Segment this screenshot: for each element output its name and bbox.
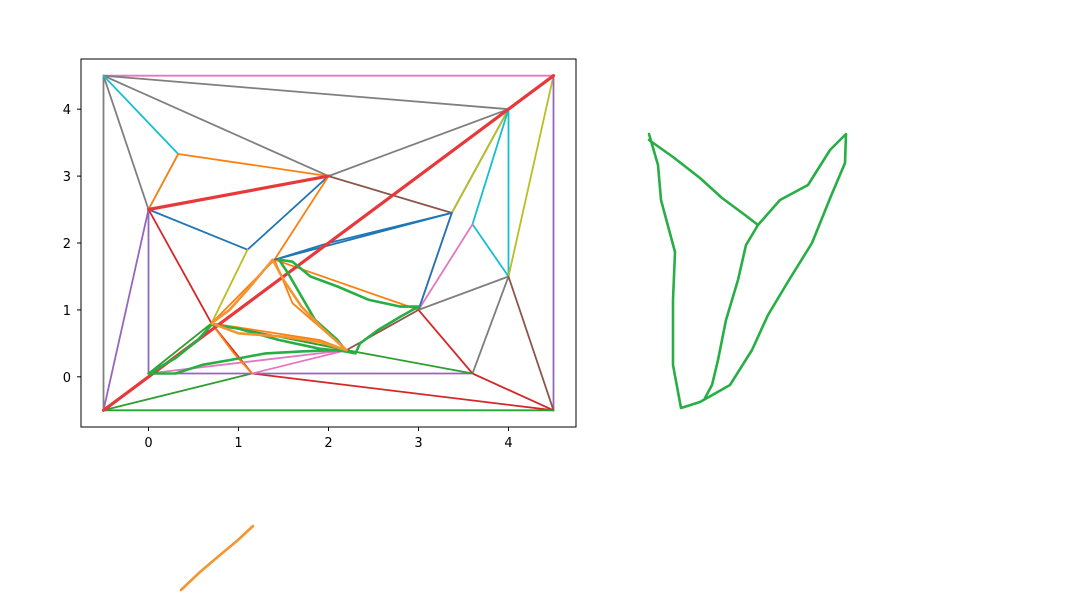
triangulation-edge xyxy=(210,322,253,375)
x-tick-label: 0 xyxy=(144,436,152,451)
x-tick-label: 1 xyxy=(234,436,242,451)
x-tick-label: 2 xyxy=(324,436,332,451)
triangulation-edge xyxy=(210,248,249,325)
y-tick-label: 4 xyxy=(63,103,71,118)
y-tick-label: 1 xyxy=(63,304,71,319)
y-axis: 0 1 2 3 4 xyxy=(63,103,81,386)
highlight-path xyxy=(210,258,348,352)
x-tick-label: 3 xyxy=(414,436,422,451)
triangulation-edge xyxy=(177,153,330,178)
triangulation-edge xyxy=(102,372,253,412)
triangulation-edge xyxy=(251,372,555,412)
y-tick-label: 2 xyxy=(63,237,71,252)
triangulation-edge xyxy=(327,175,453,214)
detached-stroke xyxy=(647,132,848,410)
y-tick-label: 3 xyxy=(63,170,71,185)
triangulation-edge xyxy=(471,108,510,278)
highlight-paths xyxy=(101,74,556,412)
highlight-path xyxy=(146,174,331,212)
triangulation-edge xyxy=(507,275,555,412)
x-axis: 0 1 2 3 4 xyxy=(144,427,513,451)
detached-shapes xyxy=(179,132,848,592)
x-tick-label: 4 xyxy=(504,436,512,451)
detached-stroke xyxy=(179,524,255,592)
triangulation-edge xyxy=(507,74,555,278)
detached-stroke xyxy=(703,223,760,400)
triangulation-edge xyxy=(417,211,453,311)
plot-area xyxy=(80,58,577,428)
highlight-path xyxy=(147,258,420,375)
triangulation-edge xyxy=(147,153,180,211)
y-tick-label: 0 xyxy=(63,371,71,386)
